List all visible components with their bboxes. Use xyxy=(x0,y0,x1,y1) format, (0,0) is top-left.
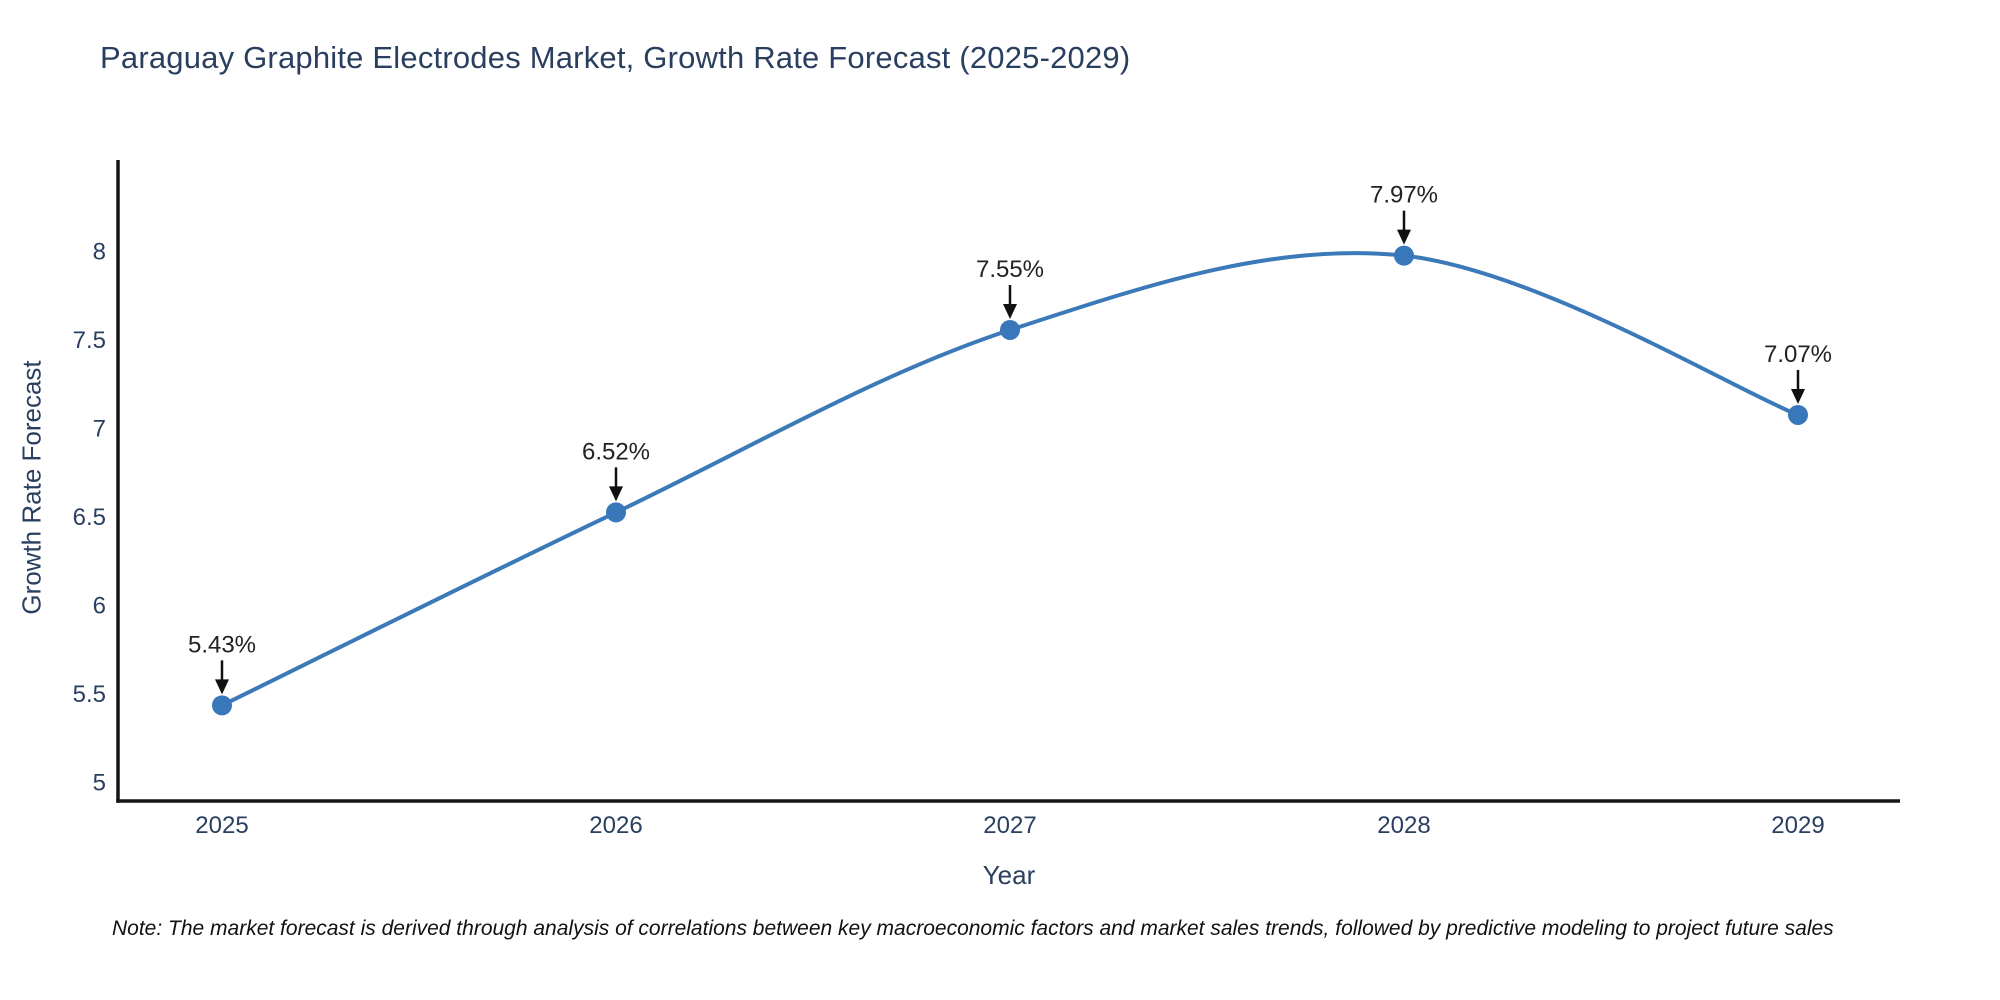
y-tick-label: 6.5 xyxy=(73,504,106,531)
y-tick-label: 8 xyxy=(93,238,106,265)
x-axis-title: Year xyxy=(982,860,1036,890)
data-point-2025[interactable] xyxy=(212,695,232,716)
x-tick-label: 2027 xyxy=(983,812,1036,839)
data-point-2029[interactable] xyxy=(1788,404,1808,425)
y-tick-label: 5 xyxy=(93,770,106,797)
x-tick-label: 2029 xyxy=(1771,812,1824,839)
chart-title: Paraguay Graphite Electrodes Market, Gro… xyxy=(100,40,1131,75)
x-tick-label: 2028 xyxy=(1377,812,1430,839)
footnote: Note: The market forecast is derived thr… xyxy=(112,917,1834,940)
point-annotation: 5.43% xyxy=(188,631,256,658)
data-point-2026[interactable] xyxy=(606,502,626,523)
y-tick-label: 6 xyxy=(93,592,106,619)
annotation-arrow-head xyxy=(1791,388,1805,404)
point-annotation: 7.55% xyxy=(976,256,1044,283)
annotation-arrow-head xyxy=(1003,303,1017,319)
point-annotation: 6.52% xyxy=(582,438,650,465)
annotation-arrow-head xyxy=(609,486,623,502)
data-point-2028[interactable] xyxy=(1394,245,1414,266)
annotation-arrow-head xyxy=(215,679,229,695)
y-tick-label: 7 xyxy=(93,415,106,442)
y-tick-label: 5.5 xyxy=(73,681,106,708)
x-tick-label: 2025 xyxy=(195,812,248,839)
point-annotation: 7.97% xyxy=(1370,182,1438,209)
y-tick-label: 7.5 xyxy=(73,327,106,354)
point-annotation: 7.07% xyxy=(1764,341,1832,368)
annotation-arrow-head xyxy=(1397,229,1411,245)
data-point-2027[interactable] xyxy=(1000,319,1020,340)
x-tick-label: 2026 xyxy=(589,812,642,839)
